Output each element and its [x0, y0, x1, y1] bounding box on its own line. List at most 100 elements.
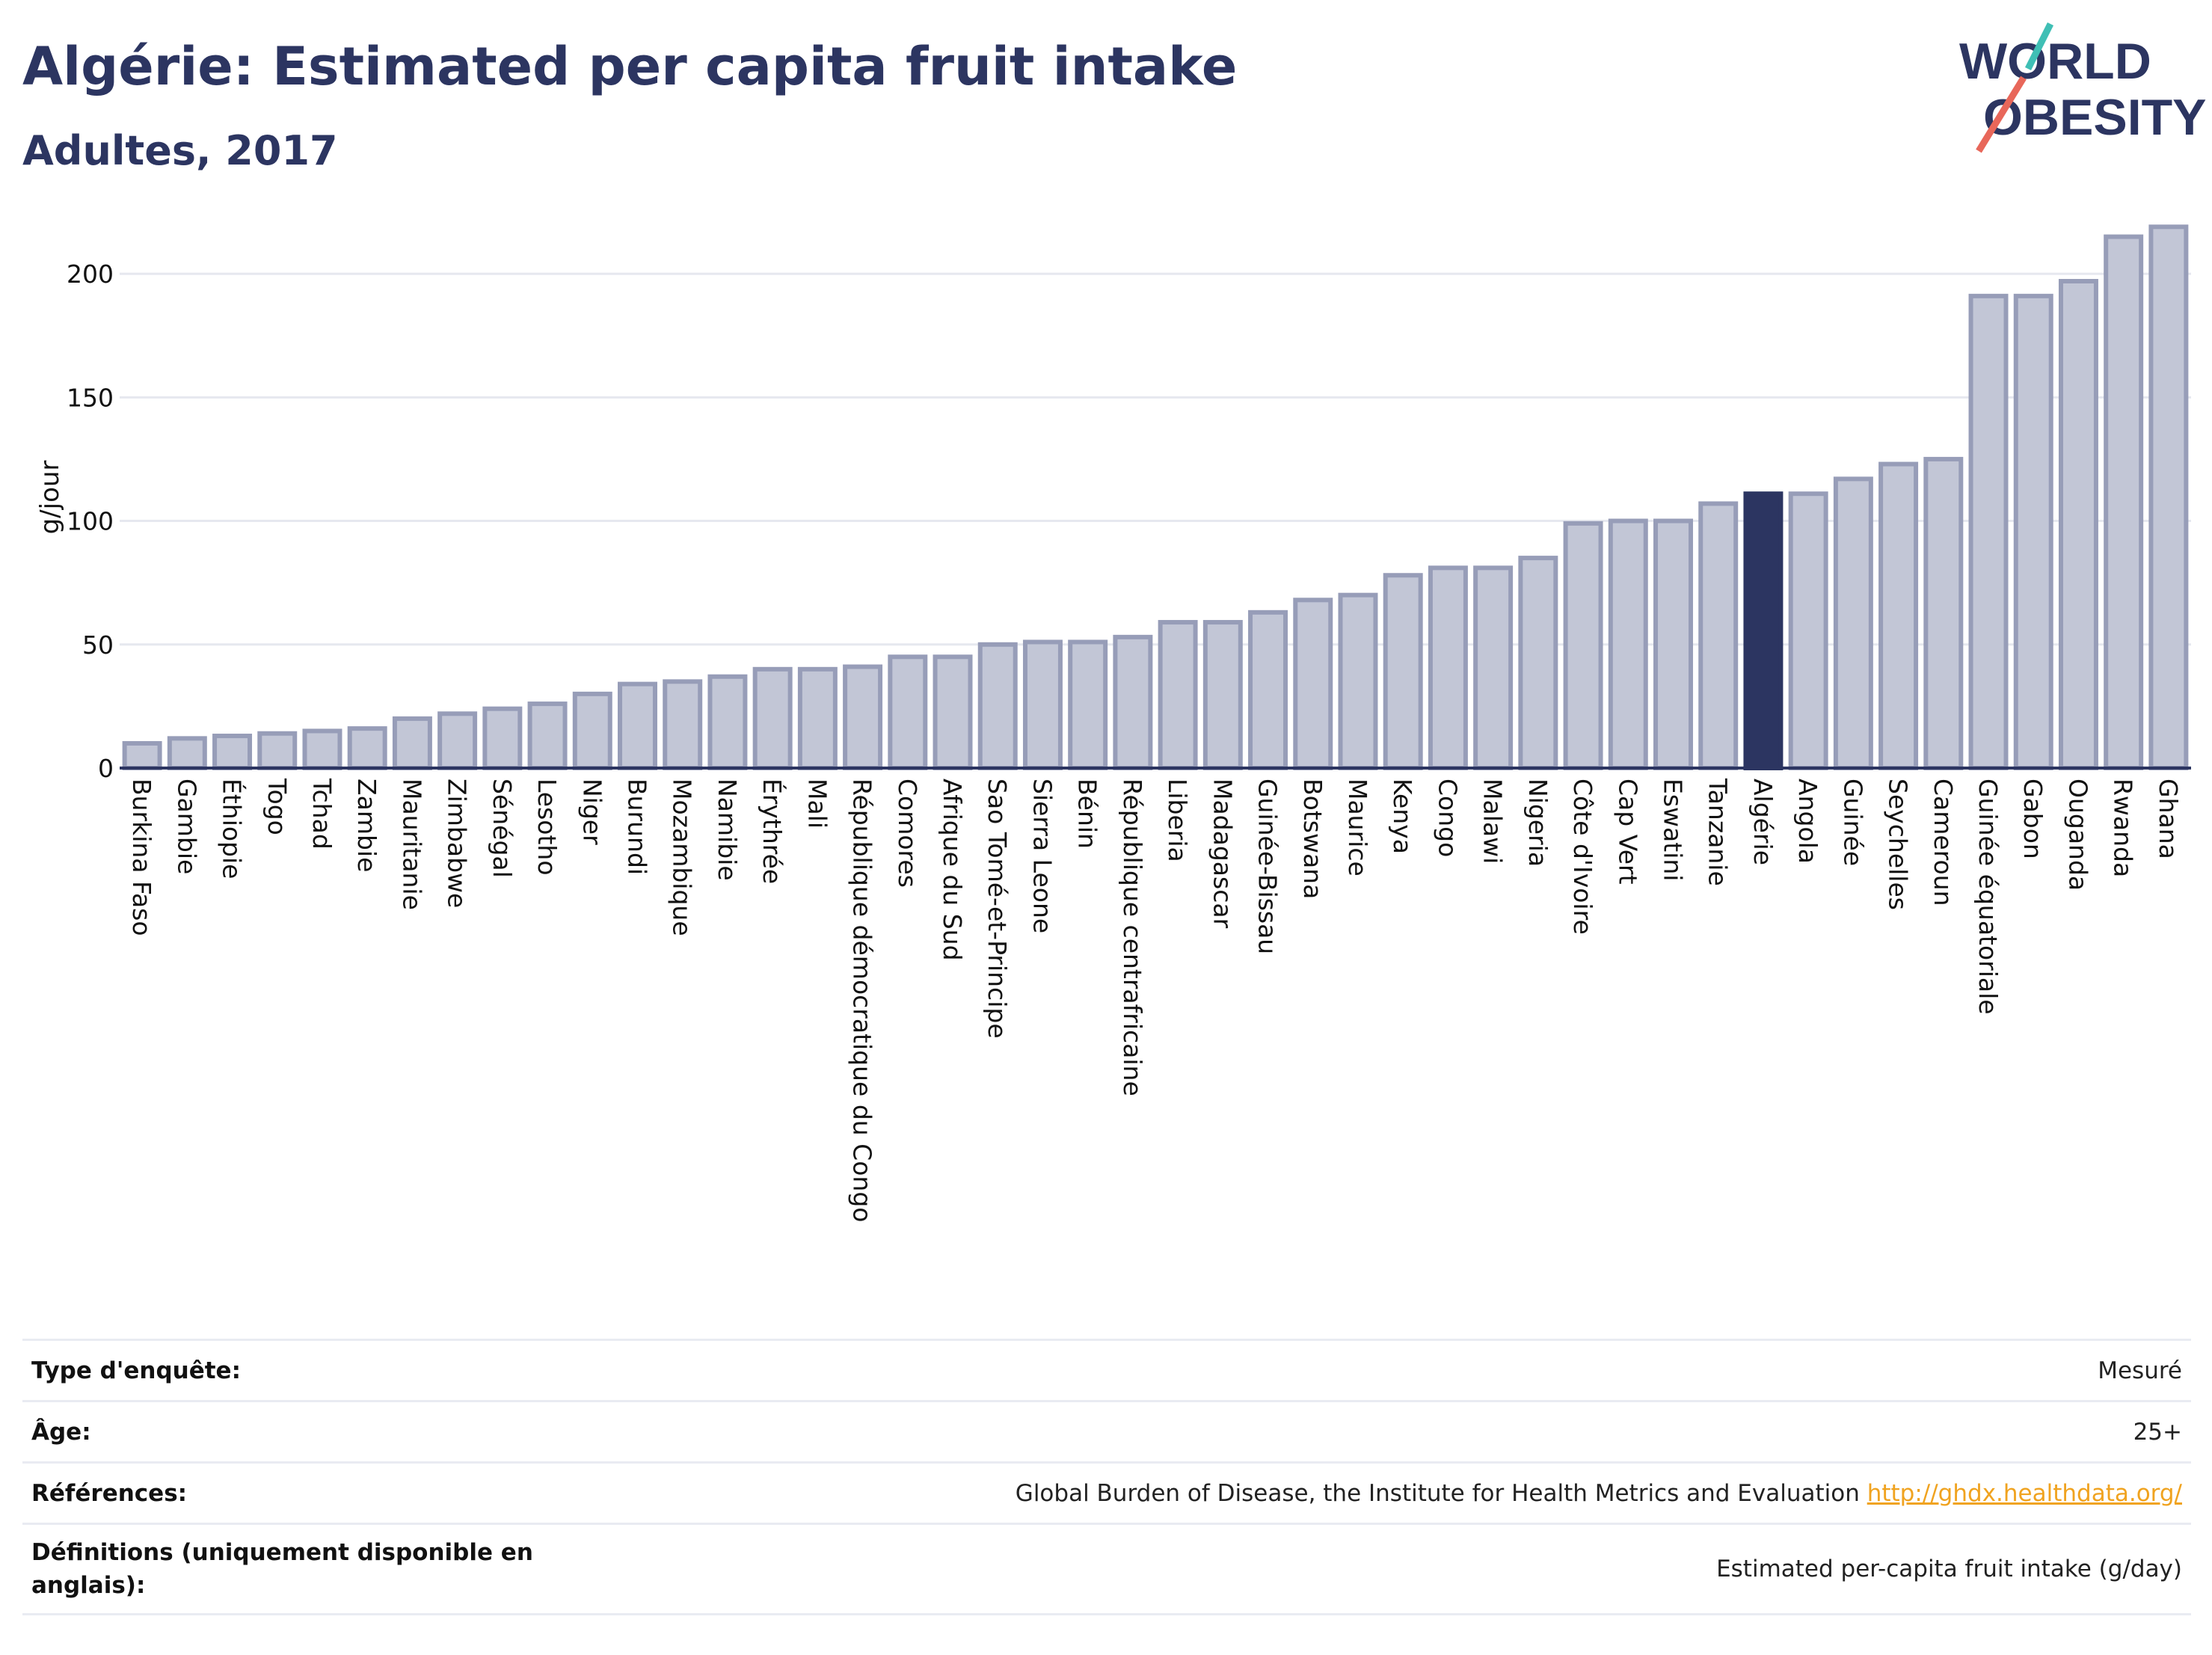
bar	[1428, 565, 1468, 771]
x-tick-label: Algérie	[1748, 779, 1778, 865]
bar	[1383, 573, 1423, 771]
info-row-definitions: Définitions (uniquement disponible en an…	[22, 1523, 2191, 1615]
bar	[1833, 476, 1873, 770]
x-tick-label: Érythrée	[758, 779, 787, 884]
x-tick-label: Mozambique	[668, 779, 697, 936]
reference-link[interactable]: http://ghdx.healthdata.org/	[1867, 1479, 2182, 1507]
x-tick-label: Burkina Faso	[127, 779, 156, 936]
x-tick-label: Sao Tomé-et-Principe	[983, 779, 1012, 1039]
bar	[392, 716, 432, 771]
bar	[122, 740, 162, 770]
bar	[2013, 293, 2053, 770]
x-tick-label: Lesotho	[532, 779, 562, 876]
bar	[2104, 234, 2144, 771]
bar	[1788, 491, 1828, 770]
bar	[347, 726, 387, 770]
x-tick-label: Seychelles	[1884, 779, 1913, 910]
bar	[663, 679, 703, 770]
x-axis-ticks: Burkina Faso Gambie Éthiopie Togo Tchad Zambi…	[127, 778, 2183, 1222]
x-tick-label: Afrique du Sud	[938, 779, 967, 961]
page-subtitle: Adultes, 2017	[22, 127, 338, 174]
bar	[1923, 456, 1964, 770]
x-tick-label: Zimbabwe	[443, 779, 472, 908]
bar	[212, 734, 253, 770]
x-tick-label: Tchad	[307, 778, 337, 850]
info-row-survey-type: Type d'enquête: Mesuré	[22, 1339, 2191, 1400]
x-tick-label: République démocratique du Congo	[848, 779, 877, 1222]
info-label: Type d'enquête:	[31, 1357, 241, 1384]
bars	[122, 224, 2189, 771]
bar	[167, 736, 207, 771]
x-tick-label: Guinée-Bissau	[1253, 779, 1282, 954]
info-row-references: Références: Global Burden of Disease, th…	[22, 1461, 2191, 1523]
x-tick-label: Gabon	[2018, 779, 2047, 859]
world-obesity-logo: WORLD OBESITY	[1959, 22, 2206, 153]
x-tick-label: Rwanda	[2109, 779, 2138, 877]
x-tick-label: Niger	[577, 779, 606, 845]
logo-line-1: WORLD	[1959, 33, 2151, 90]
x-tick-label: Côte d'Ivoire	[1568, 779, 1597, 935]
info-value: 25+	[2133, 1418, 2182, 1446]
y-axis-ticks: 0 50 100 150 200	[67, 260, 114, 783]
bar	[257, 731, 298, 771]
x-tick-label: Ouganda	[2063, 779, 2092, 891]
x-tick-label: Togo	[262, 778, 292, 835]
x-tick-label: Maurice	[1343, 779, 1372, 876]
y-tick-label: 200	[67, 260, 114, 289]
x-tick-label: Éthiopie	[218, 779, 248, 879]
x-tick-label: Bénin	[1073, 779, 1102, 849]
x-tick-label: Sénégal	[488, 779, 517, 878]
x-tick-label: Cameroun	[1929, 779, 1958, 906]
bar	[302, 728, 342, 771]
bar	[1022, 639, 1063, 771]
info-value: Estimated per-capita fruit intake (g/day…	[1716, 1556, 2182, 1582]
info-value: Global Burden of Disease, the Institute …	[1015, 1479, 1860, 1507]
bar	[1158, 620, 1198, 770]
bar	[797, 666, 838, 770]
bar-highlighted	[1743, 491, 1784, 770]
x-tick-label: Kenya	[1388, 779, 1417, 854]
logo-line-2: OBESITY	[1983, 89, 2206, 146]
bar	[1653, 518, 1693, 771]
y-tick-label: 150	[67, 383, 114, 412]
x-tick-label: Ghana	[2154, 779, 2183, 859]
bar	[1248, 610, 1288, 771]
x-tick-label: Nigeria	[1523, 779, 1552, 867]
bar	[618, 681, 657, 770]
x-tick-label: Mali	[802, 779, 832, 829]
x-tick-label: Angola	[1793, 779, 1822, 864]
bar	[843, 664, 883, 770]
bar	[707, 674, 748, 770]
info-label: Définitions (uniquement disponible en an…	[31, 1539, 533, 1599]
x-tick-label: Tanzanie	[1703, 778, 1733, 886]
x-tick-label: Madagascar	[1208, 779, 1237, 929]
x-tick-label: Botswana	[1298, 779, 1327, 899]
x-tick-label: Sierra Leone	[1027, 779, 1057, 933]
bar	[1293, 598, 1333, 770]
bar	[1068, 639, 1108, 771]
info-label: Âge:	[31, 1418, 91, 1446]
bar	[1608, 518, 1648, 771]
logo-slash-coral	[1976, 76, 2027, 153]
x-tick-label: Gambie	[172, 779, 201, 874]
bar	[1518, 556, 1558, 770]
bar	[482, 706, 523, 771]
bar	[1113, 634, 1153, 770]
bar	[527, 701, 568, 771]
x-tick-label: Eswatini	[1659, 779, 1688, 881]
x-tick-label: Namibie	[713, 779, 742, 881]
x-tick-label: Guinée équatoriale	[1973, 779, 2003, 1015]
y-tick-label: 100	[67, 507, 114, 536]
x-tick-label: Congo	[1433, 779, 1462, 857]
bar-chart: 0 50 100 150 200 Burkina Faso Gambie Éthiopie T…	[35, 224, 2191, 1222]
bar	[1878, 461, 1919, 770]
logo-slash-teal	[2024, 22, 2054, 71]
bar	[2148, 224, 2189, 770]
info-table: Type d'enquête: Mesuré Âge: 25+ Référenc…	[22, 1339, 2191, 1615]
x-tick-label: Liberia	[1163, 779, 1192, 862]
info-row-age: Âge: 25+	[22, 1400, 2191, 1461]
bar	[1698, 501, 1739, 770]
x-tick-label: Burundi	[623, 779, 652, 875]
x-tick-label: République centrafricaine	[1118, 779, 1147, 1096]
bar	[1338, 592, 1378, 770]
